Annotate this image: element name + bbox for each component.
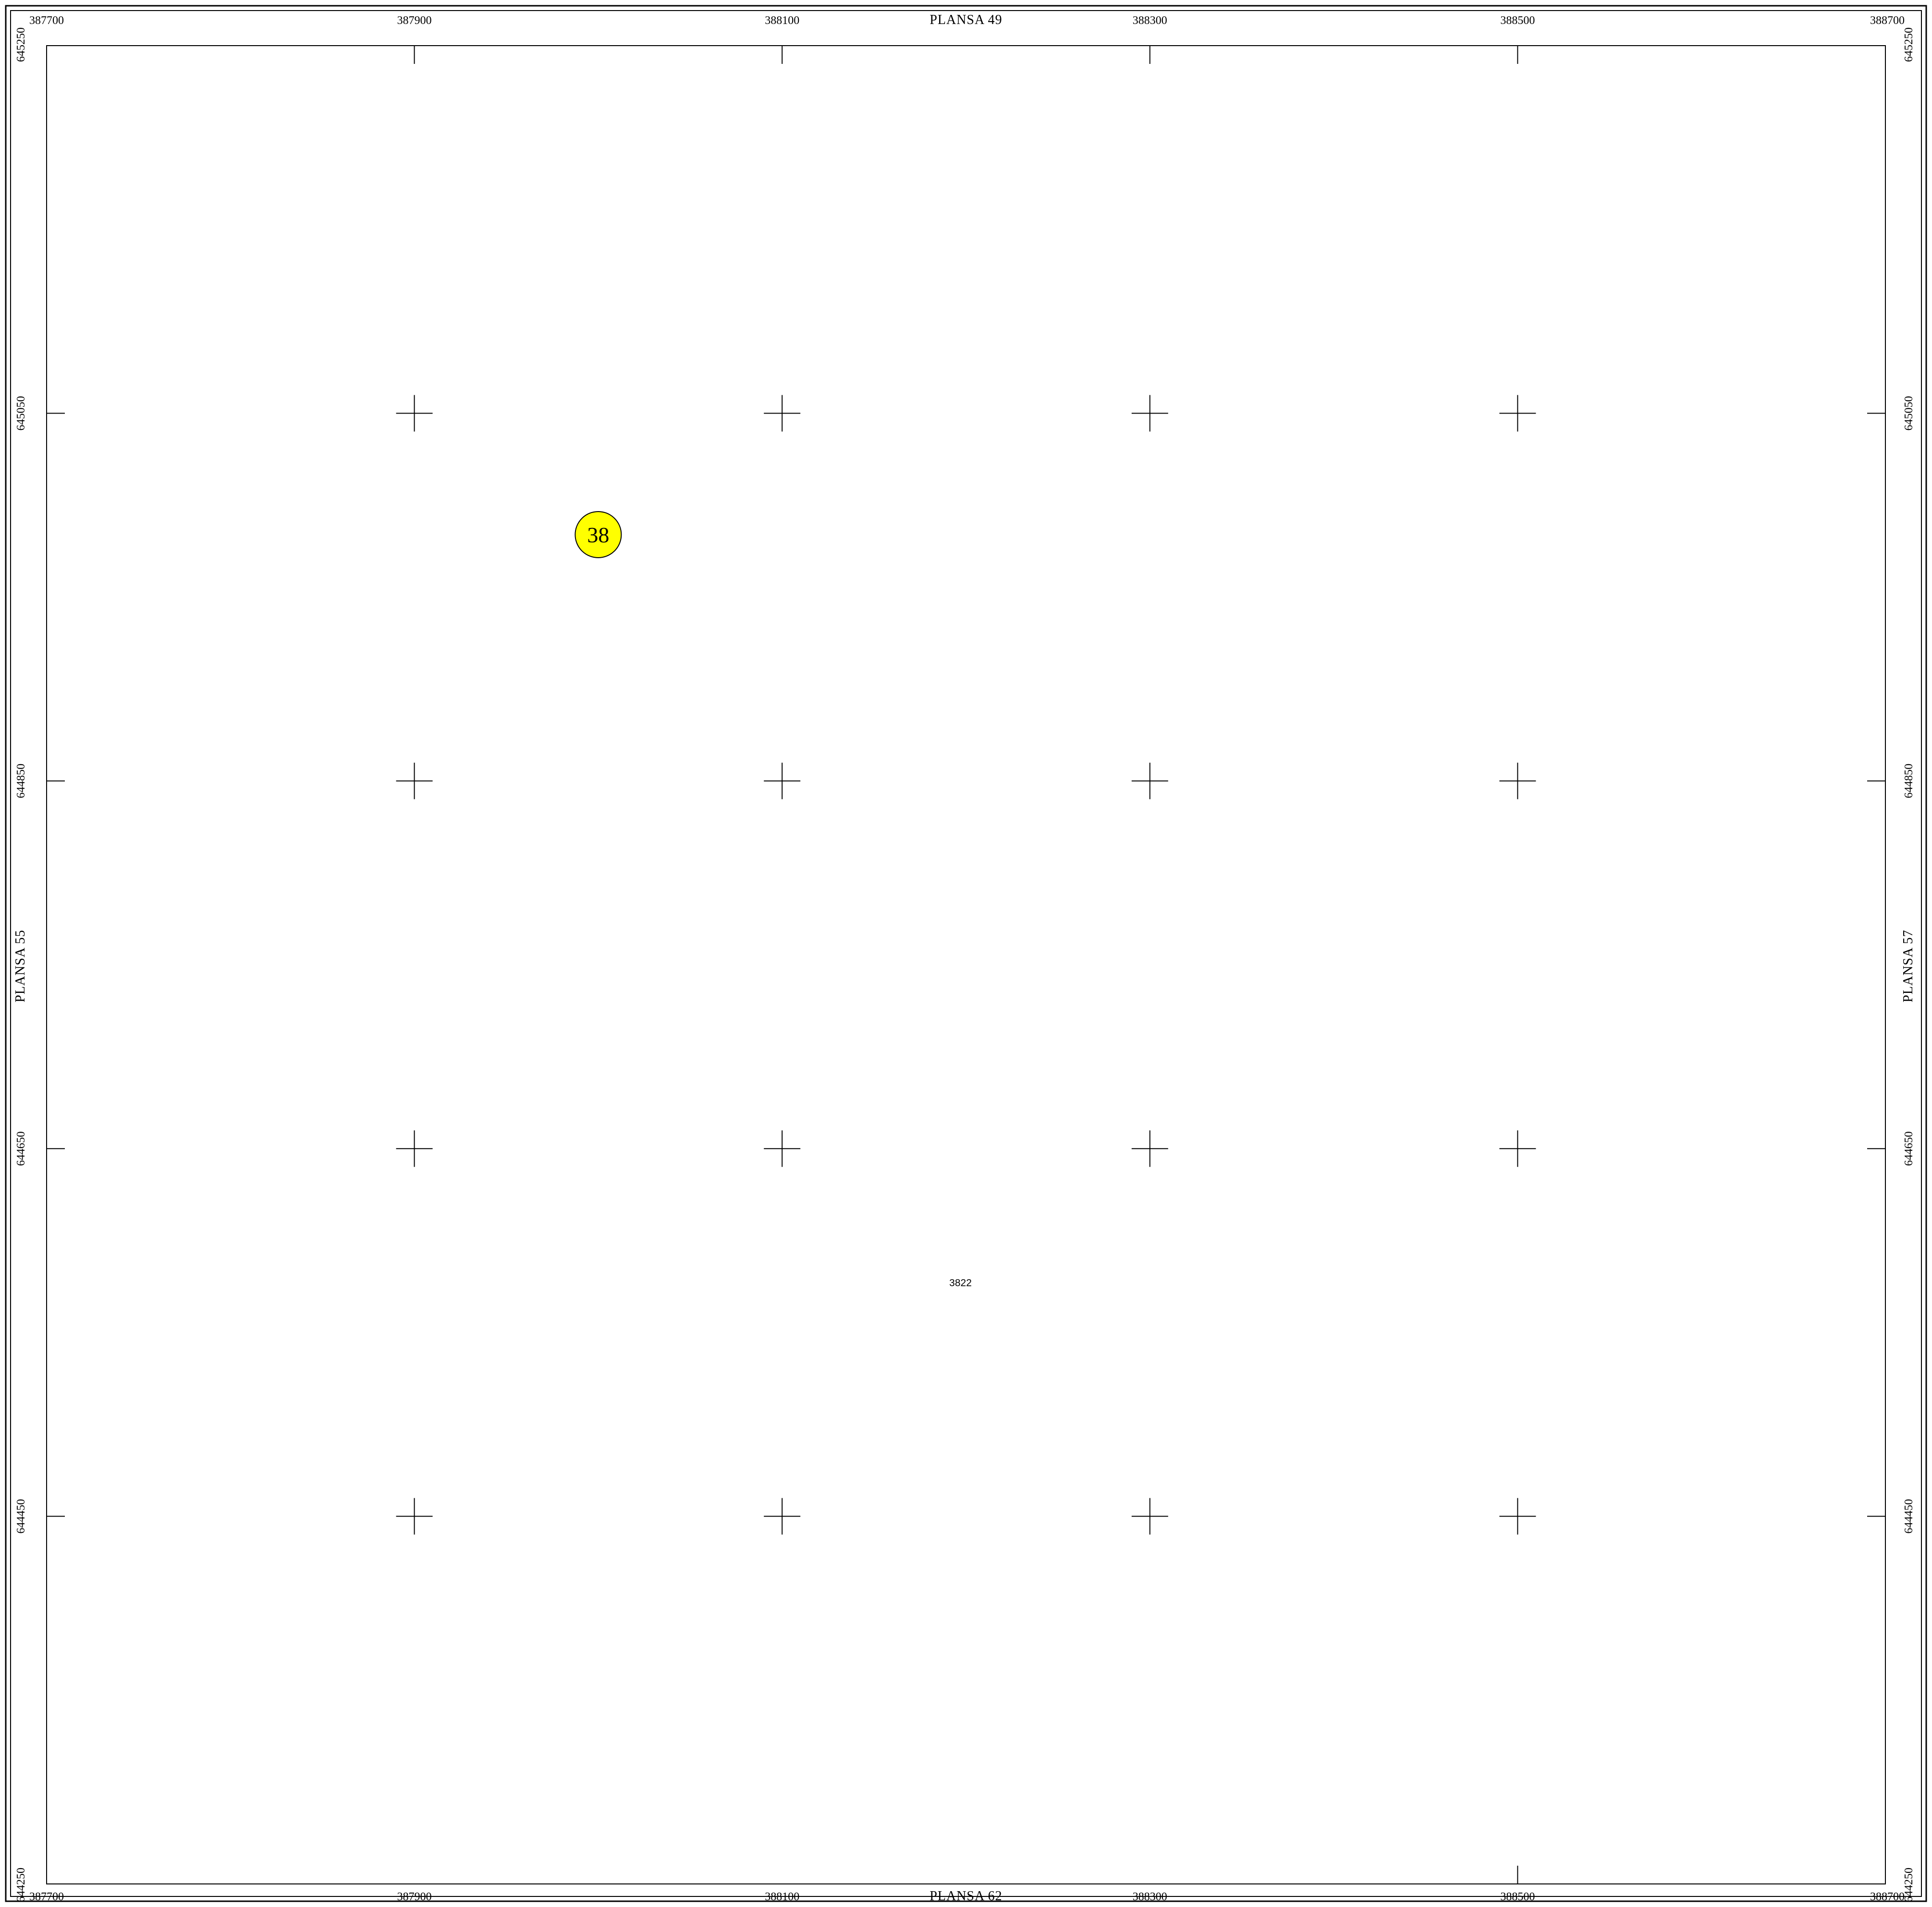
sheet-label-south: PLANSA 62 [929, 1889, 1002, 1904]
northing-label-left: 644850 [15, 764, 27, 798]
easting-label-top: 388100 [765, 14, 799, 27]
northing-label-left: 644650 [15, 1131, 27, 1166]
northing-label-right: 644250 [1903, 1868, 1915, 1902]
parcel-labels: 3822 [949, 1278, 972, 1289]
sheet-label-east: PLANSA 57 [1901, 929, 1916, 1002]
northing-label-left: 644450 [15, 1499, 27, 1534]
easting-label-top: 388700 [1870, 14, 1905, 27]
easting-label-bottom: 387900 [397, 1891, 432, 1903]
northing-label-left: 644250 [15, 1868, 27, 1902]
outer-frame [5, 5, 1927, 1902]
edge-ticks [47, 46, 1885, 1884]
northing-label-right: 645250 [1903, 27, 1915, 62]
easting-label-bottom: 388300 [1133, 1891, 1167, 1903]
grid-crosses [396, 395, 1536, 1535]
outer-frame-inner [10, 10, 1922, 1897]
sheet-label-north: PLANSA 49 [929, 12, 1002, 27]
sheet-label-west: PLANSA 55 [13, 929, 28, 1002]
northing-label-left: 645050 [15, 396, 27, 430]
map-neatline [46, 45, 1886, 1884]
easting-label-bottom: 388500 [1500, 1891, 1535, 1903]
coordinate-labels: 387700 387700 387900 387900 388100 388100 3883… [15, 14, 1915, 1903]
easting-label-top: 387700 [29, 14, 64, 27]
marker-circle [575, 511, 622, 558]
northing-label-right: 644450 [1903, 1499, 1915, 1534]
easting-label-bottom: 388100 [765, 1891, 799, 1903]
northing-label-right: 644650 [1903, 1131, 1915, 1166]
northing-label-left: 645250 [15, 27, 27, 62]
northing-label-right: 645050 [1903, 396, 1915, 430]
marker-label: 38 [587, 523, 609, 547]
easting-label-bottom: 387700 [29, 1891, 64, 1903]
easting-label-top: 388500 [1500, 14, 1535, 27]
northing-label-right: 644850 [1903, 764, 1915, 798]
parcel-label: 3822 [949, 1278, 972, 1289]
easting-label-bottom: 388700 [1870, 1891, 1905, 1903]
markers: 38 [575, 511, 622, 558]
easting-label-top: 387900 [397, 14, 432, 27]
easting-label-top: 388300 [1133, 14, 1167, 27]
